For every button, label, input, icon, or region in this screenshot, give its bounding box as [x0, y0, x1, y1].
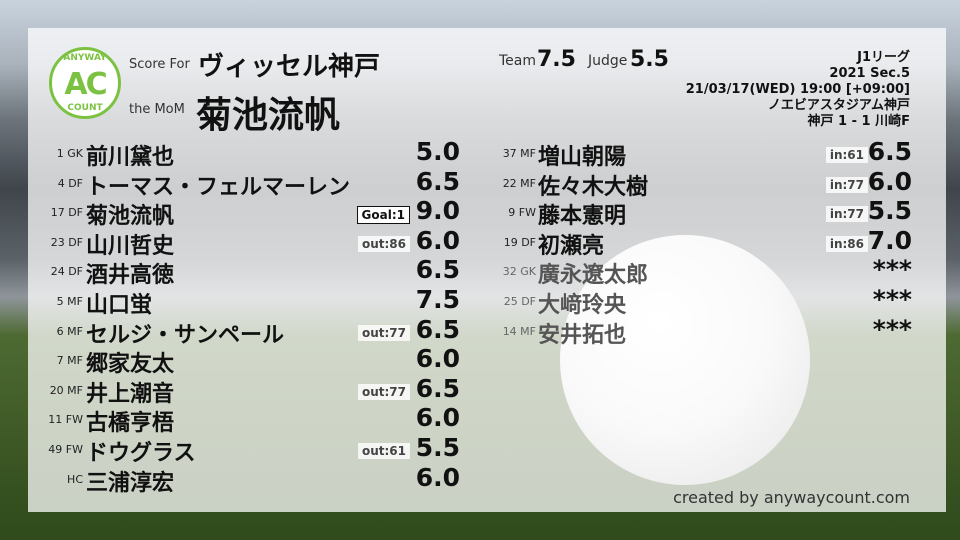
player-position: 11 FW	[48, 413, 83, 427]
player-event-badge: out:86	[357, 235, 410, 252]
player-position: 32 GK	[502, 265, 536, 279]
player-position: 7 MF	[56, 354, 83, 368]
player-position: 14 MF	[502, 324, 536, 338]
player-position: 24 DF	[50, 265, 83, 279]
player-name: 酒井高徳	[86, 263, 175, 289]
player-score: ***	[872, 285, 912, 314]
player-event-badge: in:61	[825, 147, 868, 163]
player-score: 6.0	[867, 166, 912, 196]
player-event-badge: in:86	[825, 235, 868, 252]
player-name: 廣永遼太郎	[538, 263, 649, 289]
player-event-badge: out:77	[357, 324, 410, 341]
player-score: 6.5	[415, 255, 460, 285]
match-info: J1リーグ 2021 Sec.5 21/03/17(WED) 19:00 [+0…	[686, 50, 910, 130]
judge-score: 5.5	[630, 47, 669, 72]
player-name: 菊池流帆	[86, 204, 175, 230]
player-name: 井上潮音	[86, 381, 175, 407]
player-score: 6.0	[415, 403, 460, 433]
player-position: 23 DF	[50, 235, 83, 249]
player-position: 37 MF	[502, 147, 536, 160]
player-score: 5.5	[867, 196, 912, 226]
player-name: セルジ・サンペール	[86, 322, 285, 348]
score-panel	[28, 28, 946, 512]
player-position: 20 MF	[49, 383, 83, 397]
team-score: 7.5	[537, 47, 576, 72]
mom-label: the MoM	[129, 102, 185, 117]
match-datetime: 21/03/17(WED) 19:00 [+09:00]	[685, 82, 910, 97]
match-result: 神戸 1 - 1 川崎F	[807, 114, 910, 129]
player-name: 安井拓也	[538, 322, 627, 348]
player-name: 大﨑玲央	[538, 293, 627, 318]
player-event-badge: in:77	[825, 176, 868, 193]
player-score: 6.0	[415, 462, 460, 492]
league: J1リーグ	[857, 50, 910, 65]
player-score: 6.5	[415, 314, 460, 344]
player-score: ***	[872, 314, 912, 344]
player-position: HC	[67, 472, 83, 486]
player-name: 山川哲史	[86, 233, 175, 259]
player-name: 佐々木大樹	[538, 174, 649, 200]
player-position: 9 FW	[508, 206, 536, 220]
player-score: 5.5	[415, 433, 460, 462]
player-name: ドウグラス	[86, 441, 196, 466]
player-position: 22 MF	[502, 176, 536, 190]
player-event-badge: out:77	[357, 383, 410, 400]
judge-score-label: Judge	[588, 53, 628, 69]
player-score: 6.0	[415, 344, 460, 374]
player-name: 前川黛也	[86, 145, 175, 170]
player-score: 7.5	[415, 285, 460, 314]
footer-credit: created by anywaycount.com	[673, 488, 910, 507]
player-position: 4 DF	[57, 176, 83, 190]
player-name: 藤本憲明	[538, 204, 627, 230]
player-event-badge: Goal:1	[356, 206, 410, 225]
player-score: 6.5	[415, 373, 460, 403]
player-position: 19 DF	[503, 235, 536, 249]
player-score: 6.5	[867, 137, 912, 166]
team-score-label: Team	[499, 53, 537, 69]
player-position: 5 MF	[56, 295, 83, 308]
logo-text-center: AC	[64, 67, 107, 102]
player-score: 6.5	[415, 166, 460, 196]
player-name: 三浦淳宏	[86, 470, 175, 496]
player-score: 5.0	[415, 137, 460, 166]
player-event-badge: out:61	[357, 443, 410, 459]
player-name: 郷家友太	[86, 352, 175, 378]
player-score: 9.0	[415, 196, 460, 226]
player-name: 山口蛍	[86, 293, 153, 318]
logo-text-top: ANYWAY	[63, 53, 107, 63]
player-position: 49 FW	[48, 443, 83, 456]
player-name: トーマス・フェルマーレン	[86, 174, 351, 200]
stadium: ノエビアスタジアム神戸	[767, 98, 910, 113]
section: 2021 Sec.5	[829, 66, 910, 81]
mom-name: 菊池流帆	[196, 95, 341, 136]
logo-text-bottom: COUNT	[67, 103, 103, 113]
player-name: 古橋亨梧	[86, 411, 175, 437]
player-position: 17 DF	[50, 206, 83, 220]
player-score: ***	[872, 255, 912, 285]
player-score: 6.0	[415, 225, 460, 255]
player-name: 初瀬亮	[538, 233, 605, 259]
team-name: ヴィッセル神戸	[198, 52, 381, 82]
player-position: 1 GK	[56, 147, 83, 160]
player-event-badge: in:77	[825, 206, 868, 223]
player-score: 7.0	[867, 225, 912, 255]
player-position: 25 DF	[503, 295, 536, 308]
score-for-label: Score For	[129, 57, 190, 72]
player-name: 増山朝陽	[538, 145, 627, 170]
anywaycount-logo: ANYWAY AC COUNT	[49, 47, 121, 119]
player-position: 6 MF	[56, 324, 83, 338]
